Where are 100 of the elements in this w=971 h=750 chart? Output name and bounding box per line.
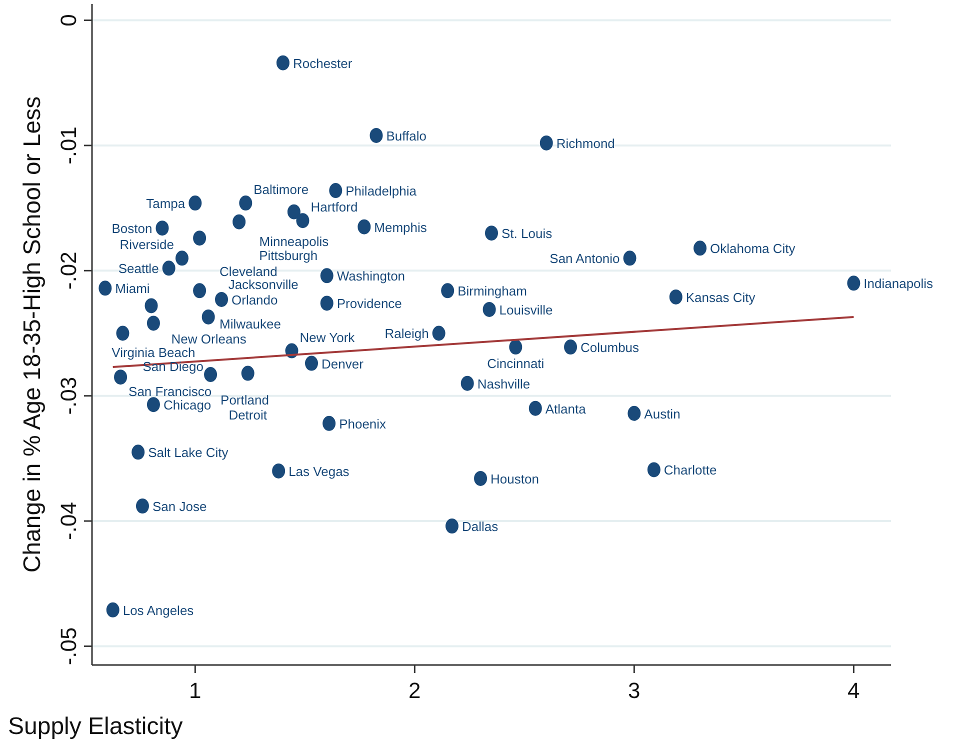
y-tick-label: -.02 xyxy=(56,252,81,290)
annotation: Atlanta xyxy=(545,401,587,416)
annotation: Raleigh xyxy=(384,326,429,342)
annotation: Hartford xyxy=(310,200,358,215)
point xyxy=(175,250,188,266)
annotation: Kansas City xyxy=(686,290,756,305)
point xyxy=(215,292,228,307)
point xyxy=(106,602,120,618)
point xyxy=(528,400,542,416)
x-tick-label: 3 xyxy=(628,678,640,703)
annotation: Pittsburgh xyxy=(259,248,318,263)
point xyxy=(509,340,522,355)
point xyxy=(540,135,553,150)
annotation: Buffalo xyxy=(386,128,427,144)
annotation: Los Angeles xyxy=(122,602,194,618)
point xyxy=(162,260,176,276)
annotation: Birmingham xyxy=(458,284,527,299)
annotation: Louisville xyxy=(499,302,553,318)
annotation: Philadelphia xyxy=(346,184,418,199)
annotation: Columbus xyxy=(580,340,640,356)
annotation: Detroit xyxy=(228,407,268,422)
point xyxy=(322,416,336,431)
x-axis-title: Supply Elasticity xyxy=(8,713,183,740)
annotation: Virginia Beach xyxy=(112,345,196,360)
annotation: Tampa xyxy=(146,196,186,212)
annotation: New Orleans xyxy=(171,332,247,347)
point xyxy=(232,214,246,230)
point xyxy=(370,128,383,143)
annotation: Charlotte xyxy=(664,462,717,478)
point xyxy=(441,283,454,298)
point xyxy=(482,302,496,317)
y-tick-label: -.01 xyxy=(56,126,81,164)
point xyxy=(136,498,149,514)
annotation: New York xyxy=(300,330,356,345)
point xyxy=(276,55,290,70)
point xyxy=(98,280,112,296)
annotation: Las Vegas xyxy=(288,464,350,479)
annotation: Cleveland xyxy=(220,264,278,280)
annotation: Orlando xyxy=(232,292,278,308)
point xyxy=(305,356,318,371)
point xyxy=(239,196,252,211)
point xyxy=(320,268,334,284)
point xyxy=(647,462,660,478)
point xyxy=(847,276,860,291)
annotation: Salt Lake City xyxy=(148,445,229,460)
annotation: San Jose xyxy=(152,499,207,514)
annotation: St. Louis xyxy=(502,226,553,242)
point xyxy=(193,230,206,246)
y-tick-label: 0 xyxy=(56,14,81,26)
annotation: Oklahoma City xyxy=(710,241,796,256)
y-tick-label: -.04 xyxy=(56,502,81,540)
x-tick-label: 4 xyxy=(848,678,860,703)
annotation: Portland xyxy=(220,392,269,408)
point xyxy=(485,226,498,241)
annotation: San Antonio xyxy=(550,251,620,266)
point xyxy=(146,316,160,331)
point xyxy=(114,370,128,385)
annotation: Baltimore xyxy=(254,182,309,198)
annotation: Providence xyxy=(336,296,402,312)
annotation: Miami xyxy=(115,281,150,296)
point xyxy=(623,250,636,266)
annotation: Indianapolis xyxy=(864,276,934,292)
annotation: Denver xyxy=(322,356,364,372)
point xyxy=(156,220,169,236)
point xyxy=(193,283,206,298)
point xyxy=(474,470,488,486)
annotation: Riverside xyxy=(120,237,174,252)
point xyxy=(358,219,371,234)
annotation: Jacksonville xyxy=(228,276,298,292)
point xyxy=(432,326,446,341)
point xyxy=(564,340,578,355)
annotation: San Francisco xyxy=(128,384,212,400)
annotation: Houston xyxy=(490,471,539,486)
point xyxy=(204,367,218,382)
annotation: Milwaukee xyxy=(220,316,281,332)
point xyxy=(669,289,682,304)
point xyxy=(132,444,145,460)
point xyxy=(202,309,215,324)
annotation: Nashville xyxy=(477,376,530,392)
annotation: Rochester xyxy=(292,56,353,71)
annotation: Austin xyxy=(644,406,680,422)
annotation: Memphis xyxy=(374,220,428,235)
annotation: Chicago xyxy=(163,398,212,413)
point xyxy=(146,397,160,412)
point xyxy=(272,463,286,478)
point xyxy=(694,240,707,256)
point xyxy=(188,196,202,211)
annotation: Washington xyxy=(336,268,406,284)
x-tick-label: 2 xyxy=(408,678,421,703)
y-axis-title: Change in % Age 18-35-High School or Less xyxy=(19,96,46,573)
point xyxy=(144,298,158,314)
annotation: Minneapolis xyxy=(259,234,330,249)
annotation: Boston xyxy=(112,221,152,236)
point xyxy=(329,183,342,198)
annotation: Richmond xyxy=(556,136,615,151)
annotation: Dallas xyxy=(462,519,499,534)
point xyxy=(287,204,300,220)
point xyxy=(445,518,458,534)
point xyxy=(320,296,334,311)
point xyxy=(296,213,310,228)
